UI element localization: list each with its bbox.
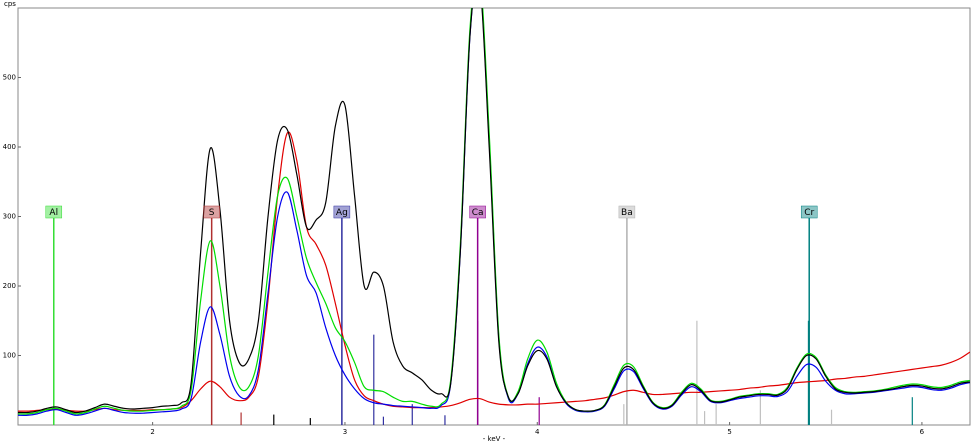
element-label-box [203,205,220,219]
x-tick-label: 4 [535,428,540,436]
element-label-box [618,205,636,219]
spectrum-line [18,8,970,415]
spectrum-line [18,8,970,414]
element-label: S [209,208,215,218]
x-tick-label: 6 [920,428,925,436]
x-tick-label: 3 [343,428,347,436]
plot-area [18,8,970,425]
element-label-box [800,205,818,219]
element-label: Al [49,208,58,218]
y-tick-label: 400 [3,143,16,151]
element-label: Ag [336,208,348,218]
x-tick-label: 5 [727,428,731,436]
y-tick-label: 200 [3,282,16,290]
plot-frame [17,7,971,426]
element-label: Ca [472,208,484,218]
x-axis-label: - keV - [483,435,506,443]
element-label: Cr [804,208,814,218]
element-label: Ba [621,208,633,218]
y-tick-label: 300 [3,213,16,221]
x-tick-label: 2 [150,428,154,436]
y-tick-label: 500 [3,74,16,82]
element-label-box [333,205,351,219]
element-label-box [469,205,486,219]
element-label-box [45,205,63,219]
y-axis-label: cps [4,0,16,8]
y-tick-label: 100 [3,352,16,360]
